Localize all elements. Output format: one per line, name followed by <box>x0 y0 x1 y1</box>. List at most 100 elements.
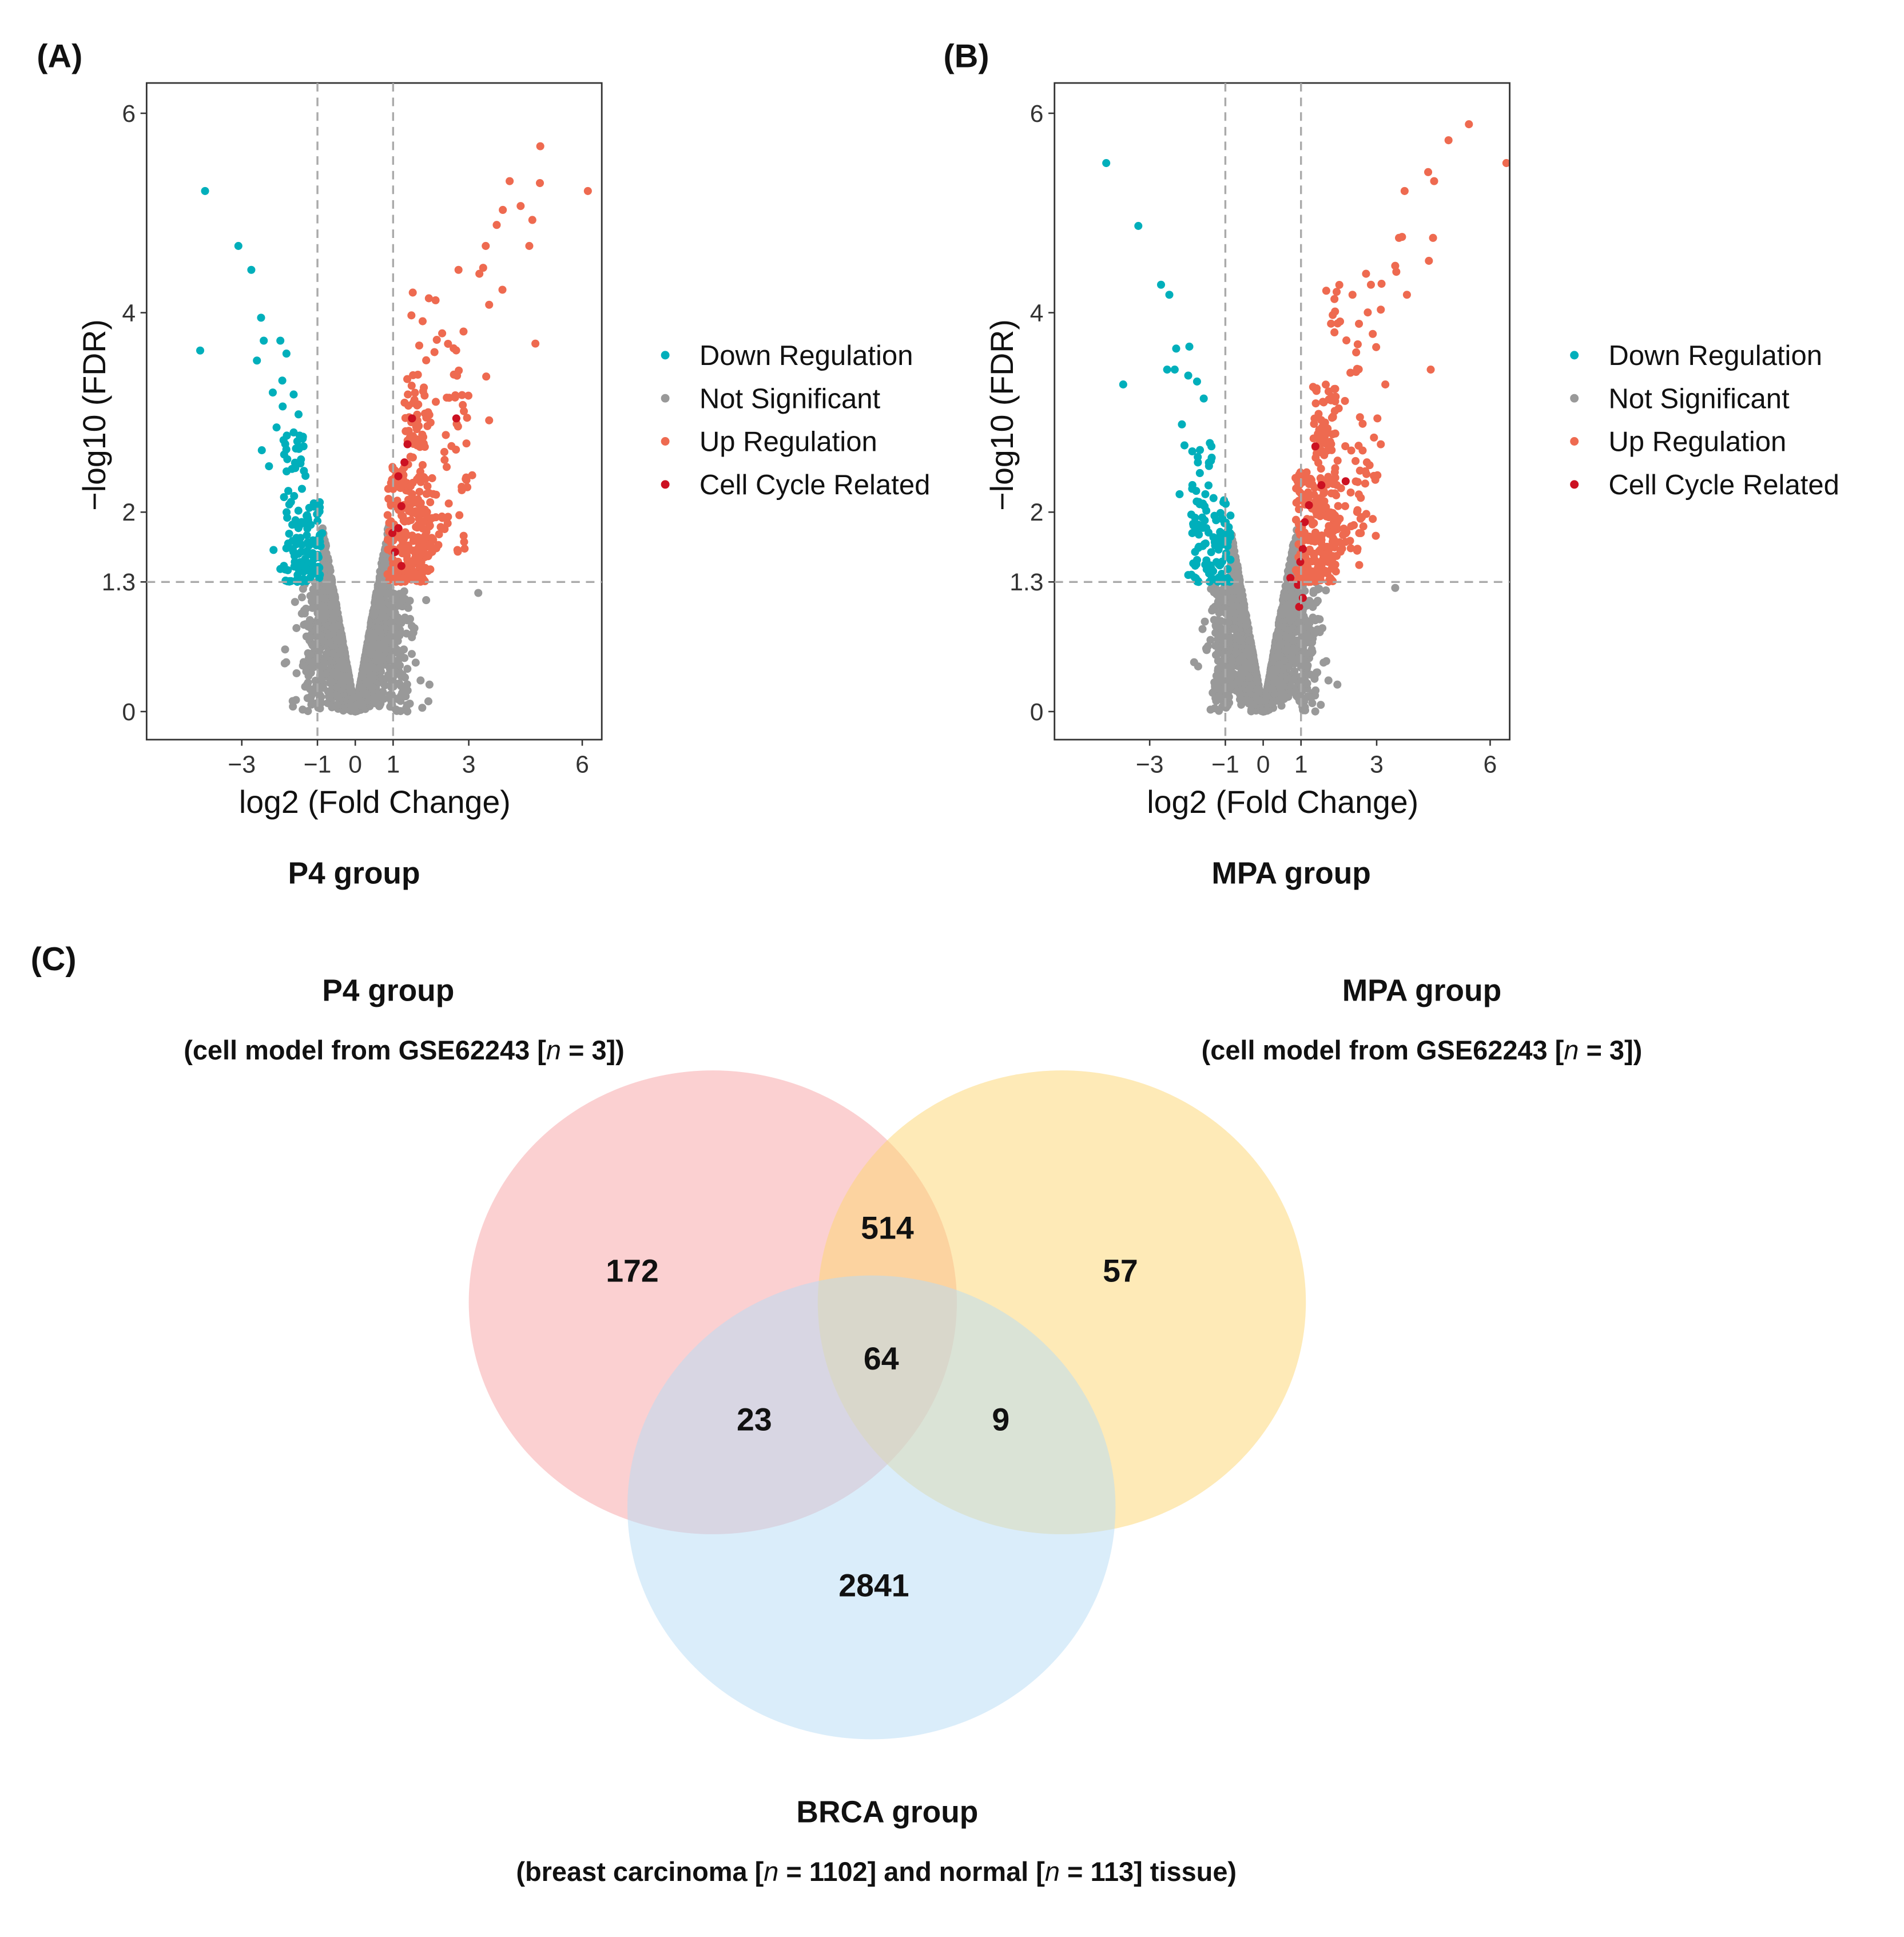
point-up <box>384 545 392 554</box>
point-up <box>404 569 413 577</box>
point-ns <box>320 657 329 665</box>
point-up <box>408 453 417 462</box>
x-tick-label: 6 <box>575 751 589 779</box>
point-ns <box>325 639 334 648</box>
point-down <box>288 545 297 554</box>
point-ns <box>1198 625 1207 633</box>
point-up <box>407 382 416 390</box>
point-up <box>536 142 544 150</box>
point-down <box>292 444 300 453</box>
point-up <box>436 523 445 531</box>
point-up <box>447 442 456 450</box>
point-down <box>297 518 306 526</box>
point-up <box>492 221 501 229</box>
point-ns <box>1215 706 1223 715</box>
point-cell <box>408 414 416 423</box>
point-down <box>278 376 287 385</box>
point-ns <box>328 703 336 712</box>
point-up <box>383 511 392 519</box>
point-ns <box>377 662 385 671</box>
point-up <box>429 535 438 544</box>
point-up <box>415 341 424 350</box>
point-up <box>419 567 427 576</box>
point-up <box>468 471 476 479</box>
point-up <box>460 407 468 415</box>
point-down <box>297 485 306 493</box>
x-tick-label: 1 <box>386 751 400 779</box>
panel-label-b: (B) <box>944 38 989 74</box>
point-up <box>499 205 507 215</box>
point-up <box>420 409 430 418</box>
point-ns <box>307 597 316 606</box>
point-up <box>482 241 490 250</box>
point-down <box>257 313 265 322</box>
point-ns <box>338 680 347 688</box>
point-up <box>418 317 427 326</box>
y-tick-label: 0 <box>122 698 136 726</box>
point-down <box>285 529 293 538</box>
point-down <box>289 428 298 436</box>
point-down <box>280 493 288 502</box>
point-down <box>281 440 289 448</box>
point-up <box>438 514 447 522</box>
x-tick-label: 3 <box>462 751 476 779</box>
points-layer <box>196 142 592 716</box>
point-ns <box>368 663 377 672</box>
point-up <box>408 558 417 566</box>
point-ns <box>411 658 420 667</box>
point-up <box>451 393 459 402</box>
point-ns <box>406 597 414 605</box>
point-up <box>506 177 514 185</box>
point-up <box>442 431 450 439</box>
point-ns <box>309 658 318 666</box>
legend-marker-down <box>661 351 670 360</box>
point-ns <box>345 683 354 692</box>
point-cell <box>400 458 409 467</box>
point-ns <box>370 610 379 619</box>
point-down <box>315 498 323 507</box>
point-down <box>292 536 301 545</box>
point-ns <box>403 680 411 689</box>
point-up <box>407 482 415 490</box>
point-up <box>423 482 432 491</box>
x-tick-label: −1 <box>304 751 332 779</box>
point-up <box>406 433 414 442</box>
point-up <box>412 422 420 431</box>
point-down <box>269 546 278 554</box>
points-layer <box>1102 120 1511 716</box>
point-ns <box>282 658 291 666</box>
point-ns <box>399 688 407 696</box>
point-down <box>290 492 299 501</box>
point-up <box>415 487 424 496</box>
point-up <box>412 507 421 515</box>
point-ns <box>307 692 316 700</box>
point-ns <box>318 683 327 692</box>
y-tick-label: 4 <box>122 300 136 327</box>
point-ns <box>316 691 324 700</box>
point-up <box>443 394 451 402</box>
point-down <box>276 336 285 345</box>
point-ns <box>380 557 388 566</box>
point-down <box>305 541 313 550</box>
point-ns <box>1206 636 1215 644</box>
point-up <box>404 390 412 399</box>
legend-marker-ns <box>661 394 670 403</box>
point-up <box>420 391 429 400</box>
point-down <box>309 569 318 578</box>
point-ns <box>422 596 431 605</box>
point-down <box>247 265 256 274</box>
point-up <box>463 483 472 491</box>
y-tick-label: 2 <box>122 499 136 526</box>
point-ns <box>291 598 299 606</box>
point-ns <box>329 649 337 658</box>
point-cell <box>397 562 406 570</box>
point-ns <box>1201 617 1209 626</box>
point-up <box>440 455 449 464</box>
point-up <box>407 516 415 525</box>
point-ns <box>292 669 301 677</box>
point-ns <box>288 697 297 705</box>
point-up <box>426 498 435 507</box>
point-down <box>303 511 311 519</box>
point-down <box>253 356 261 365</box>
